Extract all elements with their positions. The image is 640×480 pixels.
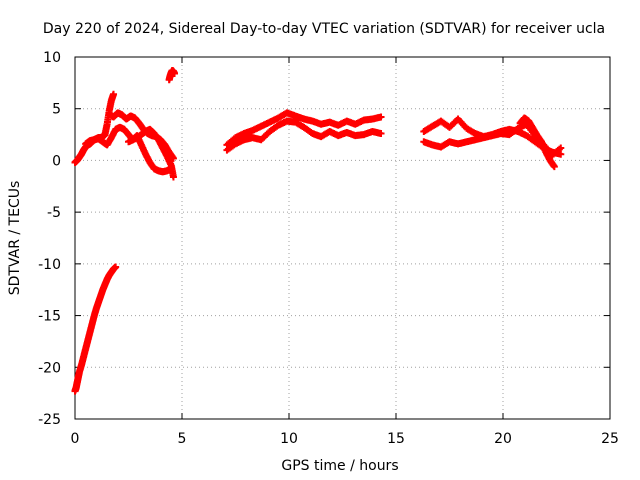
x-tick-label: 10 xyxy=(280,431,298,447)
y-tick-label: -5 xyxy=(47,205,61,221)
data-point xyxy=(550,163,558,171)
data-point xyxy=(169,154,177,162)
axis-ticks: 0 5 10 15 20 25 10 5 0 -5 -10 -15 -20 -25 xyxy=(38,50,619,447)
chart-title: Day 220 of 2024, Sidereal Day-to-day VTE… xyxy=(43,21,605,37)
y-tick-label: 10 xyxy=(43,50,61,66)
data-point xyxy=(112,263,120,271)
x-tick-label: 25 xyxy=(601,431,619,447)
data-series xyxy=(71,66,565,395)
y-tick-label: -25 xyxy=(38,412,61,428)
data-point xyxy=(110,90,118,98)
y-axis-label: SDTVAR / TECUs xyxy=(7,181,23,296)
data-point xyxy=(377,130,385,138)
y-tick-label: 0 xyxy=(52,153,61,169)
y-tick-label: -10 xyxy=(38,257,61,273)
x-tick-label: 0 xyxy=(71,431,80,447)
plot-frame xyxy=(74,56,611,420)
data-point xyxy=(557,144,565,152)
data-point xyxy=(167,165,175,173)
x-tick-label: 15 xyxy=(387,431,405,447)
y-tick-label: 5 xyxy=(52,102,61,118)
x-tick-label: 5 xyxy=(178,431,187,447)
x-tick-label: 20 xyxy=(494,431,512,447)
x-axis-label: GPS time / hours xyxy=(281,458,398,474)
data-point xyxy=(557,150,565,158)
data-point xyxy=(377,113,385,121)
y-tick-label: -15 xyxy=(38,309,61,325)
data-point xyxy=(171,70,179,78)
data-point xyxy=(169,173,177,181)
y-tick-label: -20 xyxy=(38,360,61,376)
gridlines xyxy=(75,57,610,419)
